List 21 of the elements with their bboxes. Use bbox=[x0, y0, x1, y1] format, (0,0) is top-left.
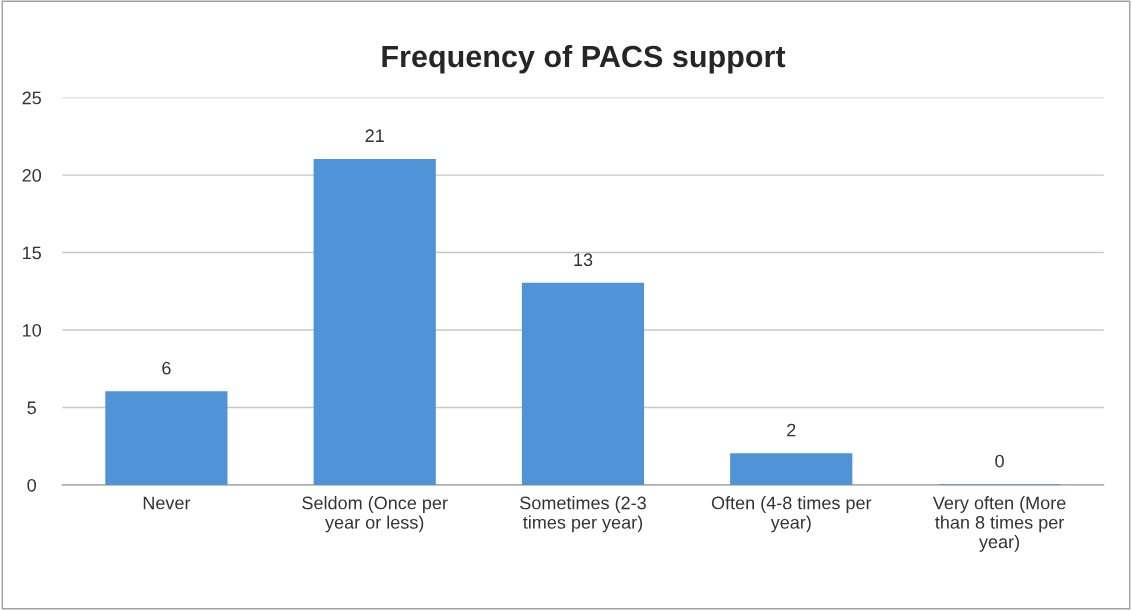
y-tick-label: 15 bbox=[23, 246, 41, 260]
data-label: 0 bbox=[995, 454, 1004, 468]
bar bbox=[521, 282, 645, 485]
bar bbox=[730, 453, 853, 485]
data-label: 21 bbox=[365, 129, 384, 142]
y-tick-label: 25 bbox=[22, 91, 41, 105]
y-tick-label: 10 bbox=[23, 323, 42, 337]
data-label: 6 bbox=[162, 361, 171, 375]
y-tick-label: 0 bbox=[27, 478, 37, 492]
x-tick-label: Never bbox=[143, 496, 191, 510]
x-tick-label: Seldom (Once per year or less) bbox=[302, 496, 448, 533]
chart-title: Frequency of PACS support bbox=[382, 44, 786, 74]
bar bbox=[313, 158, 436, 485]
x-tick-label: Very often (More than 8 times per year) bbox=[932, 496, 1066, 552]
x-tick-label: Often (4-8 times per year) bbox=[711, 496, 872, 533]
data-label: 13 bbox=[574, 253, 593, 267]
y-tick-label: 5 bbox=[27, 401, 36, 415]
data-label: 2 bbox=[787, 423, 796, 437]
bar bbox=[105, 391, 228, 485]
y-tick-label: 20 bbox=[22, 169, 42, 182]
x-tick-label: Sometimes (2-3 times per year) bbox=[520, 496, 646, 533]
